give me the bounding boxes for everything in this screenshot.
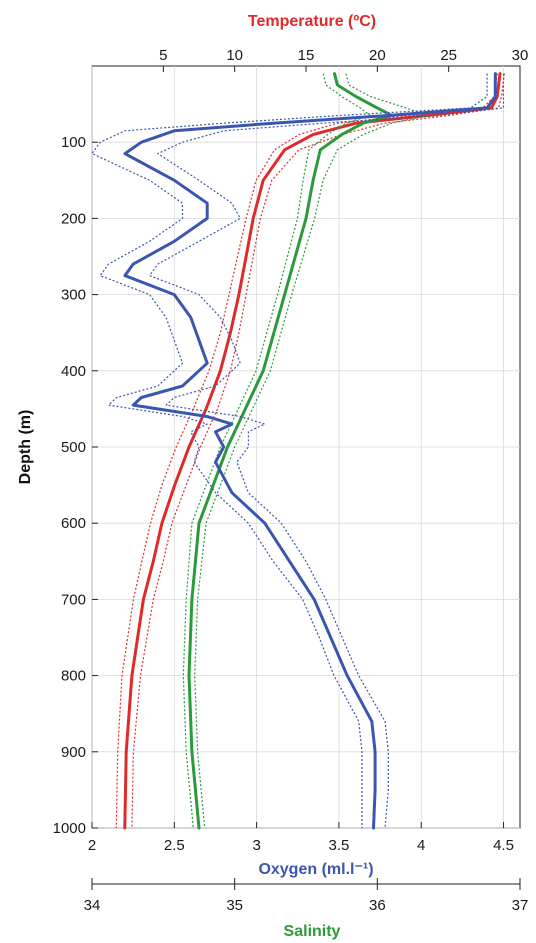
temperature-tick-label: 20	[369, 47, 386, 64]
oxygen-tick-label: 3.5	[328, 837, 349, 854]
salinity-mean-line	[187, 72, 394, 830]
depth-tick-label: 1000	[53, 820, 86, 837]
temperature-axis: 5 10 15 20 25 30	[159, 47, 528, 72]
series-layer	[91, 72, 505, 830]
temperature-tick-label: 10	[226, 47, 243, 64]
oxygen-tick-label: 4	[417, 837, 425, 854]
salinity-axis: 34 35 36 37	[84, 878, 529, 914]
depth-tick-label: 100	[61, 134, 86, 151]
depth-tick-label: 800	[61, 668, 86, 685]
depth-tick-label: 900	[61, 744, 86, 761]
depth-tick-label: 600	[61, 515, 86, 532]
temperature-tick-label: 30	[512, 47, 529, 64]
salinity-lower-bound-line	[182, 73, 371, 829]
salinity-series	[182, 72, 428, 830]
depth-tick-label: 200	[61, 210, 86, 227]
salinity-tick-label: 37	[512, 897, 529, 914]
temperature-mean-line	[123, 72, 502, 830]
depth-tick-label: 300	[61, 287, 86, 304]
oxygen-axis: 2 2.5 3 3.5 4 4.5	[88, 822, 514, 854]
depth-tick-label: 500	[61, 439, 86, 456]
oxygen-series	[91, 72, 505, 830]
temperature-axis-title: Temperature (ºC)	[248, 13, 376, 30]
grid	[91, 66, 520, 829]
salinity-tick-label: 34	[84, 897, 101, 914]
salinity-tick-label: 35	[226, 897, 243, 914]
depth-axis-title: Depth (m)	[17, 410, 34, 485]
depth-tick-label: 700	[61, 591, 86, 608]
salinity-axis-title: Salinity	[284, 923, 341, 940]
temperature-tick-label: 5	[159, 47, 167, 64]
temperature-tick-label: 25	[440, 47, 457, 64]
oxygen-mean-line	[123, 72, 497, 830]
oxygen-tick-label: 3	[252, 837, 260, 854]
oxygen-tick-label: 2	[88, 837, 96, 854]
oxygen-tick-label: 4.5	[493, 837, 514, 854]
temperature-tick-label: 15	[298, 47, 315, 64]
oxygen-tick-label: 2.5	[164, 837, 185, 854]
oxygen-lower-bound-line	[91, 73, 488, 828]
salinity-tick-label: 36	[369, 897, 386, 914]
temperature-upper-bound-line	[131, 73, 505, 829]
oxygen-axis-title: Oxygen (ml.l⁻¹)	[258, 861, 373, 878]
depth-tick-label: 400	[61, 363, 86, 380]
depth-axis: 100 200 300 400 500 600 700 800 900 1000	[53, 134, 98, 837]
